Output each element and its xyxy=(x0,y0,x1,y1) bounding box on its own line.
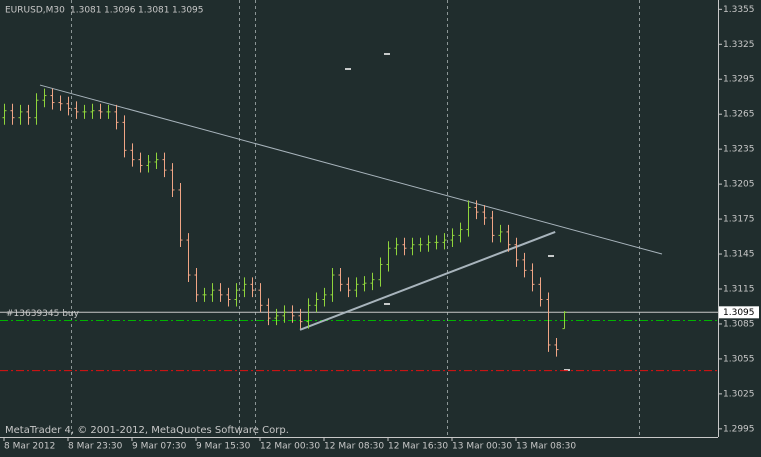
period-separators xyxy=(71,0,640,437)
x-tick-label: 9 Mar 07:30 xyxy=(132,442,187,452)
object-markers xyxy=(345,53,570,371)
y-tick-label: 1.3205 xyxy=(723,180,755,190)
y-tick-label: 1.3175 xyxy=(723,215,755,225)
last-high: 1.3096 xyxy=(104,6,136,16)
copyright: MetaTrader 4, © 2001-2012, MetaQuotes So… xyxy=(5,425,289,436)
x-tick-label: 9 Mar 15:30 xyxy=(196,442,251,452)
y-tick-label: 1.3295 xyxy=(723,75,755,85)
x-tick-label: 12 Mar 00:30 xyxy=(260,442,320,452)
trendline xyxy=(39,84,663,255)
chart-title: EURUSD,M30 xyxy=(5,6,65,16)
y-tick-label: 1.3355 xyxy=(723,5,755,15)
x-tick-label: 8 Mar 23:30 xyxy=(68,442,123,452)
y-tick-label: 1.3115 xyxy=(723,285,755,295)
last-open: 1.3081 xyxy=(70,6,102,16)
x-tick-label: 12 Mar 16:30 xyxy=(388,442,448,452)
price-box-label: 1.3095 xyxy=(723,308,755,318)
last-close: 1.3095 xyxy=(172,6,204,16)
x-tick-label: 8 Mar 2012 xyxy=(4,442,55,452)
y-tick-label: 1.3145 xyxy=(723,250,755,260)
trendline xyxy=(299,230,556,331)
y-tick-label: 1.3025 xyxy=(723,389,755,399)
last-low: 1.3081 xyxy=(138,6,170,16)
y-tick-label: 1.3235 xyxy=(723,145,755,155)
y-tick-label: 1.3265 xyxy=(723,110,755,120)
x-tick-label: 12 Mar 08:30 xyxy=(324,442,384,452)
y-tick-label: 1.3085 xyxy=(723,319,755,329)
y-tick-label: 1.3055 xyxy=(723,354,755,364)
y-tick-label: 1.3325 xyxy=(723,40,755,50)
x-tick-label: 13 Mar 00:30 xyxy=(452,442,512,452)
order-label: #13639345 buy xyxy=(6,309,80,319)
x-tick-label: 13 Mar 08:30 xyxy=(516,442,576,452)
y-tick-label: 1.2995 xyxy=(723,424,755,434)
price-box xyxy=(719,306,759,319)
